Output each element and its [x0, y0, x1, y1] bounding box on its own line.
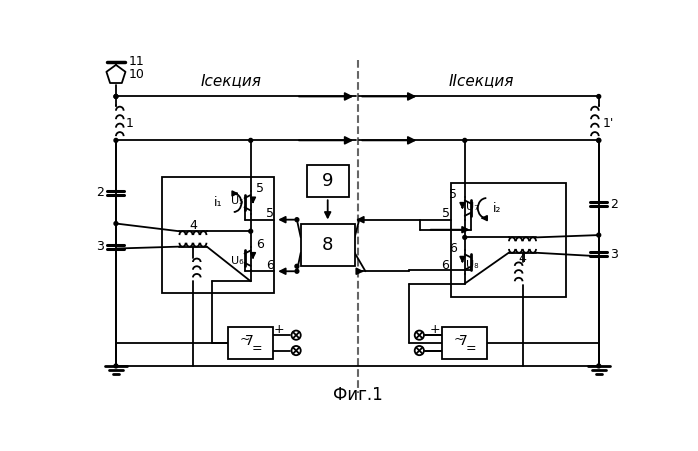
Circle shape: [597, 138, 601, 142]
Circle shape: [597, 138, 601, 142]
Bar: [301, 224, 355, 266]
Text: 6: 6: [442, 258, 450, 272]
Text: i₁: i₁: [214, 196, 223, 209]
Bar: [306, 165, 349, 198]
Bar: [451, 184, 566, 297]
Text: Фиг.1: Фиг.1: [333, 386, 383, 404]
Text: Iсекция: Iсекция: [201, 74, 262, 88]
Circle shape: [597, 95, 601, 98]
Bar: [443, 327, 487, 359]
Circle shape: [295, 264, 299, 268]
Text: 4: 4: [189, 219, 197, 231]
Text: U₆: U₆: [230, 256, 243, 266]
Circle shape: [114, 138, 118, 142]
Text: 5: 5: [442, 207, 450, 220]
Text: 4: 4: [519, 253, 526, 266]
Text: 2: 2: [96, 186, 105, 199]
Text: 8: 8: [322, 236, 334, 254]
Text: 7: 7: [459, 334, 468, 348]
Text: 5: 5: [266, 207, 274, 220]
Text: U₅: U₅: [230, 196, 243, 206]
Text: 6: 6: [266, 258, 274, 272]
Text: ~: ~: [453, 332, 464, 345]
Text: 6: 6: [450, 242, 457, 255]
Text: IIсекция: IIсекция: [449, 74, 514, 88]
Bar: [228, 327, 273, 359]
Text: ~: ~: [239, 332, 250, 345]
Text: 2: 2: [610, 198, 618, 211]
Text: =: =: [251, 342, 262, 355]
Text: 3: 3: [610, 248, 618, 261]
Text: 11: 11: [128, 55, 144, 68]
Text: +: +: [429, 322, 440, 336]
Circle shape: [114, 221, 118, 226]
Text: 6: 6: [256, 238, 264, 251]
Circle shape: [295, 269, 299, 273]
Text: 7: 7: [245, 334, 253, 348]
Text: +: +: [274, 322, 285, 336]
Text: i₂: i₂: [493, 202, 501, 215]
Circle shape: [248, 229, 253, 233]
Text: 1': 1': [602, 117, 614, 130]
Circle shape: [114, 95, 118, 98]
Circle shape: [295, 218, 299, 221]
Circle shape: [597, 233, 601, 237]
Circle shape: [463, 235, 467, 239]
Text: 5: 5: [450, 188, 457, 201]
Text: 5: 5: [256, 182, 264, 195]
Text: 3: 3: [96, 240, 105, 253]
Text: =: =: [466, 342, 476, 355]
Circle shape: [114, 95, 118, 98]
Text: 9: 9: [322, 172, 334, 190]
Circle shape: [463, 138, 467, 142]
Text: 10: 10: [128, 69, 144, 82]
Circle shape: [114, 364, 118, 368]
Text: 1: 1: [125, 117, 133, 130]
Bar: [162, 177, 274, 293]
Text: U₇: U₇: [466, 202, 479, 212]
Circle shape: [248, 138, 253, 142]
Circle shape: [597, 364, 601, 368]
Text: U₈: U₈: [466, 260, 479, 270]
